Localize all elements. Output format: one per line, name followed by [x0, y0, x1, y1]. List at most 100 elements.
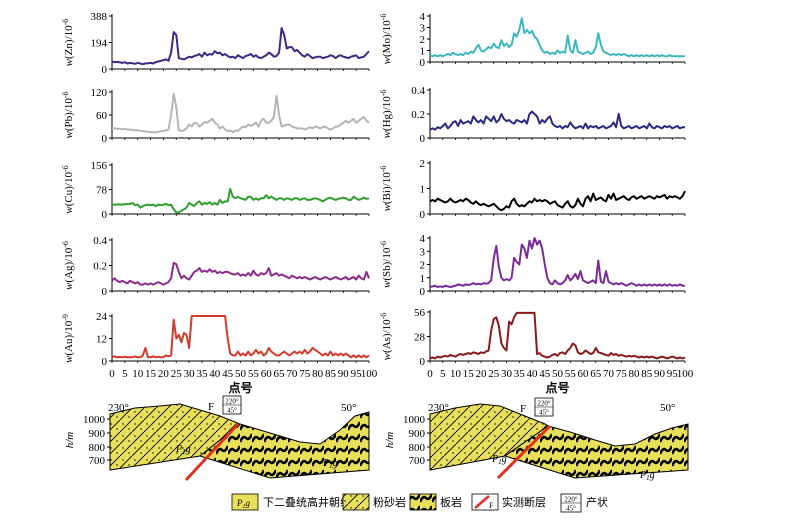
y-tick-label: 0 — [102, 286, 108, 298]
series-line-pb — [112, 92, 370, 134]
x-tick-label: 90 — [338, 368, 350, 380]
x-tick-label: 10 — [132, 368, 144, 380]
fault-line — [184, 422, 240, 482]
panels-layer: 0194388w(Zn)/10-6060120w(Pb)/10-6078156w… — [61, 11, 686, 368]
y-tick-label: 0 — [102, 133, 108, 145]
slate-unit — [198, 411, 370, 479]
x-tick-label: 95 — [667, 368, 679, 380]
y-tick-label: 56 — [414, 307, 426, 319]
x-tick-label: 35 — [514, 368, 526, 380]
legend-layer: P1g 下二叠统高井朝组 粉砂岩 板岩 F 实测断层 220°45° 产状 — [231, 493, 608, 513]
panel-ag: 0 0.2 0.4 w(Ag)/10-6 — [61, 235, 370, 298]
legend-fault-symbol: F — [489, 501, 494, 510]
y-tick-label: 78 — [96, 185, 108, 197]
fault-label: F — [208, 401, 214, 413]
slate-unit — [503, 423, 689, 479]
legend-siltstone-swatch — [342, 493, 370, 511]
panel-hg: 0 0.2 0.4 w(Hg)/10-6 — [379, 85, 686, 145]
x-tick-label: 5 — [122, 368, 128, 380]
y-tick-label: 60 — [96, 110, 108, 122]
elevation-tick-label: 900 — [409, 428, 426, 440]
y-tick-label: 4 — [420, 11, 426, 23]
x-tick-label: 50 — [552, 368, 564, 380]
x-axis-title: 点号 — [545, 380, 569, 395]
x-tick-label: 20 — [158, 368, 170, 380]
azimuth-left-label: 230° — [428, 402, 449, 414]
legend-fault-label: 实测断层 — [502, 495, 546, 509]
x-tick-label: 75 — [299, 368, 311, 380]
series-line-zn — [111, 27, 370, 66]
legend-attitude-bottom: 45° — [566, 505, 576, 513]
y-tick-label: 0 — [420, 209, 426, 221]
x-tick-label: 80 — [629, 368, 641, 380]
unit-label-right: P1g — [322, 458, 338, 470]
legend-unit-symbol: P1g — [236, 498, 251, 510]
x-tick-label: 90 — [654, 368, 666, 380]
attitude-bottom-label: 45° — [539, 409, 549, 417]
unit-label-right: P1g — [639, 470, 655, 482]
y-tick-label: 1 — [420, 46, 426, 58]
y-tick-label: 0.4 — [411, 85, 425, 97]
x-axis-title: 点号 — [228, 380, 252, 395]
x-tick-label: 30 — [184, 368, 196, 380]
y-tick-label: 1 — [420, 184, 426, 196]
x-tick-label: 10 — [450, 368, 462, 380]
x-tick-label: 95 — [351, 368, 363, 380]
series-line-sb — [429, 237, 685, 288]
attitude-bottom-label: 45° — [227, 407, 237, 415]
x-tick-label: 30 — [501, 368, 513, 380]
y-tick-label: 388 — [91, 11, 108, 23]
y-axis-label: w(Mo)/10-6 — [379, 14, 393, 65]
panel-cu: 0 78 156 w(Cu)/10-6 — [61, 160, 370, 221]
x-tick-label: 0 — [109, 368, 115, 380]
x-tick-label: 20 — [476, 368, 488, 380]
legend-fault-line — [474, 495, 490, 509]
x-tick-label: 45 — [539, 368, 551, 380]
attitude-top-label: 220° — [225, 398, 239, 406]
elevation-tick-label: 1000 — [403, 414, 426, 426]
azimuth-left-label: 230° — [108, 402, 129, 414]
y-tick-label: 156 — [91, 160, 108, 172]
y-tick-label: 0.4 — [93, 235, 107, 247]
x-tick-label: 80 — [312, 368, 324, 380]
x-tick-label: 75 — [616, 368, 628, 380]
x-tick-label: 15 — [145, 368, 157, 380]
elevation-tick-label: 900 — [89, 428, 106, 440]
elevation-tick-label: 800 — [89, 442, 106, 454]
y-axis-label: w(Bi)/10-6 — [379, 166, 393, 212]
y-axis-label: w(Ag)/10-6 — [61, 241, 75, 290]
y-axis-label: w(Zn)/10-6 — [61, 19, 75, 67]
azimuth-right-label: 50° — [341, 402, 356, 414]
panel-as: 0 28 56 w(As)/10-6 — [379, 307, 686, 368]
y-tick-label: 120 — [91, 87, 108, 99]
panel-bi: 0 1 2 w(Bi)/10-6 — [379, 158, 686, 221]
series-line-ag — [111, 261, 370, 286]
y-tick-label: 28 — [414, 332, 426, 344]
legend-attitude-label: 产状 — [586, 495, 608, 509]
y-tick-label: 2 — [420, 260, 426, 272]
fault-label: F — [520, 403, 526, 415]
legend-slate-label: 板岩 — [440, 495, 462, 509]
y-tick-label: 0 — [102, 209, 108, 221]
x-tick-label: 50 — [235, 368, 247, 380]
x-tick-label: 100 — [677, 368, 694, 380]
elevation-label: h/m — [384, 432, 396, 449]
legend-slate-swatch — [409, 493, 437, 511]
x-axis-right: 0 5 10 15 20 25 30 35 40 45 50 55 60 65 70 75 80 85 90 95 10… — [427, 368, 694, 395]
x-tick-label: 35 — [196, 368, 208, 380]
y-tick-label: 4 — [420, 233, 426, 245]
x-tick-label: 45 — [222, 368, 234, 380]
attitude-top-label: 220° — [537, 400, 551, 408]
y-tick-label: 0.2 — [93, 261, 107, 273]
x-tick-label: 25 — [488, 368, 500, 380]
y-tick-label: 1 — [420, 273, 426, 285]
y-axis-label: w(Cu)/10-6 — [61, 165, 75, 213]
y-tick-label: 0 — [420, 356, 426, 368]
x-tick-label: 60 — [578, 368, 590, 380]
y-tick-label: 0 — [420, 286, 426, 298]
y-tick-label: 0 — [102, 64, 108, 76]
x-tick-label: 25 — [171, 368, 183, 380]
